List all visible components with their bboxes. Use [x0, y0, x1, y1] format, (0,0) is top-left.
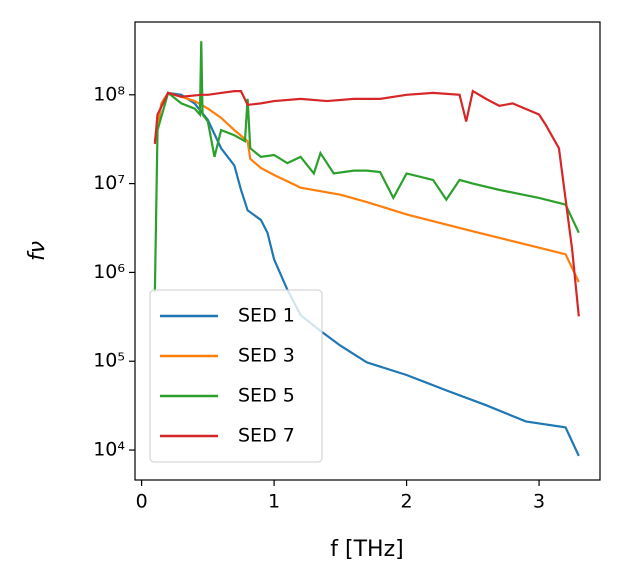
- y-tick-label: 10⁶: [93, 261, 125, 283]
- x-tick-label: 2: [401, 491, 413, 513]
- y-axis-label: fν: [25, 241, 50, 261]
- y-tick-label: 10⁵: [93, 350, 125, 372]
- y-tick-label: 10⁸: [93, 83, 125, 105]
- x-tick-label: 3: [533, 491, 545, 513]
- legend-label: SED 1: [238, 305, 295, 327]
- series-line: [153, 89, 580, 317]
- legend-label: SED 7: [238, 425, 295, 447]
- series-line: [153, 91, 580, 457]
- legend-label: SED 3: [238, 345, 295, 367]
- y-tick-label: 10⁷: [93, 172, 125, 194]
- legend-label: SED 5: [238, 385, 295, 407]
- series-line: [153, 41, 580, 293]
- y-tick-label: 10⁴: [93, 439, 125, 461]
- x-tick-label: 1: [268, 491, 280, 513]
- legend-box: [149, 289, 323, 463]
- x-axis-label: f [THz]: [330, 537, 403, 562]
- plot-frame: [134, 21, 601, 481]
- x-tick-label: 0: [136, 491, 148, 513]
